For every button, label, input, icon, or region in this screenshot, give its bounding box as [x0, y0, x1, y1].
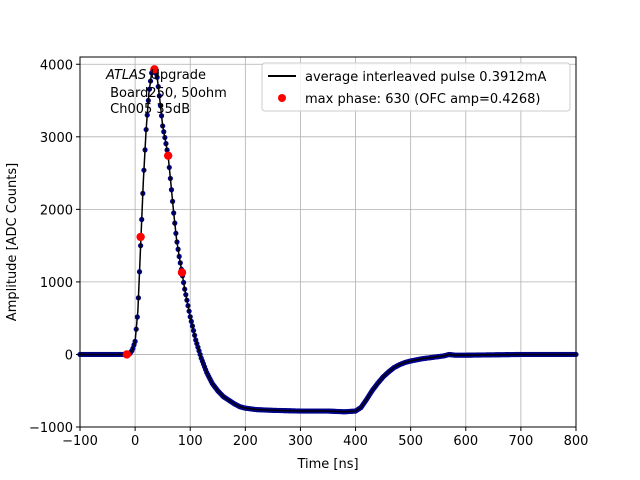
max-phase-point: [150, 65, 159, 74]
max-phase-point: [122, 350, 132, 359]
pulse-markers: [77, 66, 579, 415]
y-tick-label: 4000: [40, 58, 73, 73]
x-tick-label: 0: [131, 434, 139, 449]
annotation-line1: ATLAS Upgrade: [105, 68, 206, 83]
max-phase-point: [163, 151, 173, 160]
y-tick-label: 2000: [40, 203, 73, 218]
plot-area: [77, 65, 579, 415]
legend-entry-max-phase: max phase: 630 (OFC amp=0.4268): [305, 92, 540, 107]
x-tick-label: 800: [564, 434, 589, 449]
y-tick-label: 0: [65, 348, 73, 363]
annotation: ATLAS Upgrade Board250, 50ohm Ch005 35dB: [105, 68, 227, 117]
legend: average interleaved pulse 0.3912mA max p…: [261, 62, 571, 112]
y-tick-label: 3000: [40, 131, 73, 146]
y-tick-label: 1000: [40, 276, 73, 291]
legend-entry-pulse: average interleaved pulse 0.3912mA: [305, 70, 546, 85]
y-tick-label: −1000: [29, 421, 73, 436]
annotation-atlas: ATLAS: [105, 68, 146, 83]
annotation-upgrade: Upgrade: [146, 68, 206, 83]
x-tick-label: 100: [178, 434, 203, 449]
max-phase-point: [177, 268, 187, 277]
x-tick-label: 600: [453, 434, 478, 449]
pulse-line: [80, 65, 576, 413]
max-phase-point: [136, 232, 145, 242]
ticks: −100 0 100 200 300 400 500 600 700 800−1000010002…: [29, 58, 588, 449]
x-tick-label: 700: [508, 434, 533, 449]
x-tick-label: 200: [233, 434, 258, 449]
axes-frame: [79, 56, 577, 428]
annotation-line2: Board250, 50ohm: [106, 86, 227, 101]
x-tick-label: 500: [398, 434, 423, 449]
legend-point-swatch: [278, 94, 286, 102]
x-tick-label: 300: [288, 434, 313, 449]
x-tick-label: 400: [343, 434, 368, 449]
x-axis-label: Time [ns]: [296, 457, 358, 472]
annotation-line3: Ch005 35dB: [106, 102, 190, 117]
y-axis-label: Amplitude [ADC Counts]: [5, 163, 20, 321]
x-tick-label: −100: [62, 434, 98, 449]
legend-box: [261, 62, 571, 112]
